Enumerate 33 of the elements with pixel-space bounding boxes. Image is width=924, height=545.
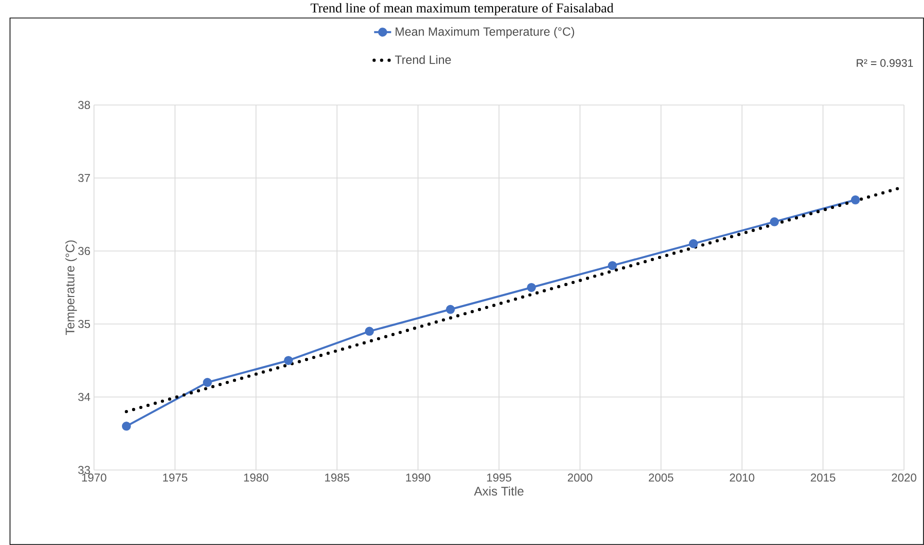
x-tick-label: 1990	[406, 474, 430, 482]
point	[446, 304, 455, 314]
x-tick-label: 2015	[810, 474, 836, 482]
y-tick-label: 38	[78, 100, 90, 110]
point	[850, 195, 860, 204]
y-tick-label: 34	[78, 392, 90, 402]
point	[284, 356, 293, 365]
legend-label: Mean Maximum Temperature (°C)	[396, 27, 574, 38]
x-tick-label: 1975	[163, 474, 188, 482]
legend-label: Trend Line	[394, 55, 451, 64]
y-tick-label: 37	[78, 174, 90, 182]
x-axis-title: Axis Title	[474, 486, 524, 496]
chart-title: Trend line of mean maximum temperature of Faisalabad	[310, 2, 614, 16]
x-tick-label: 2000	[568, 474, 592, 482]
y-tick-label: 35	[78, 320, 90, 328]
x-tick-label: 2010	[730, 474, 754, 482]
x-tick-label: 1980	[244, 474, 268, 482]
text: R² = 0.9931	[856, 59, 913, 67]
point	[770, 217, 779, 226]
y-axis-title: Temperature (°C)	[65, 240, 77, 336]
point	[122, 422, 131, 431]
point	[526, 282, 536, 292]
point	[688, 239, 698, 248]
point	[364, 326, 374, 336]
x-tick-label: 1995	[487, 474, 512, 482]
point	[202, 378, 212, 387]
x-tick-label: 1985	[325, 474, 350, 482]
x-tick-label: 2020	[892, 474, 916, 482]
point	[608, 261, 617, 270]
y-tick-label: 33	[78, 466, 90, 474]
x-tick-label: 2005	[648, 474, 674, 482]
y-tick-label: 36	[78, 246, 90, 256]
x-tick-label: 1970	[82, 474, 106, 482]
